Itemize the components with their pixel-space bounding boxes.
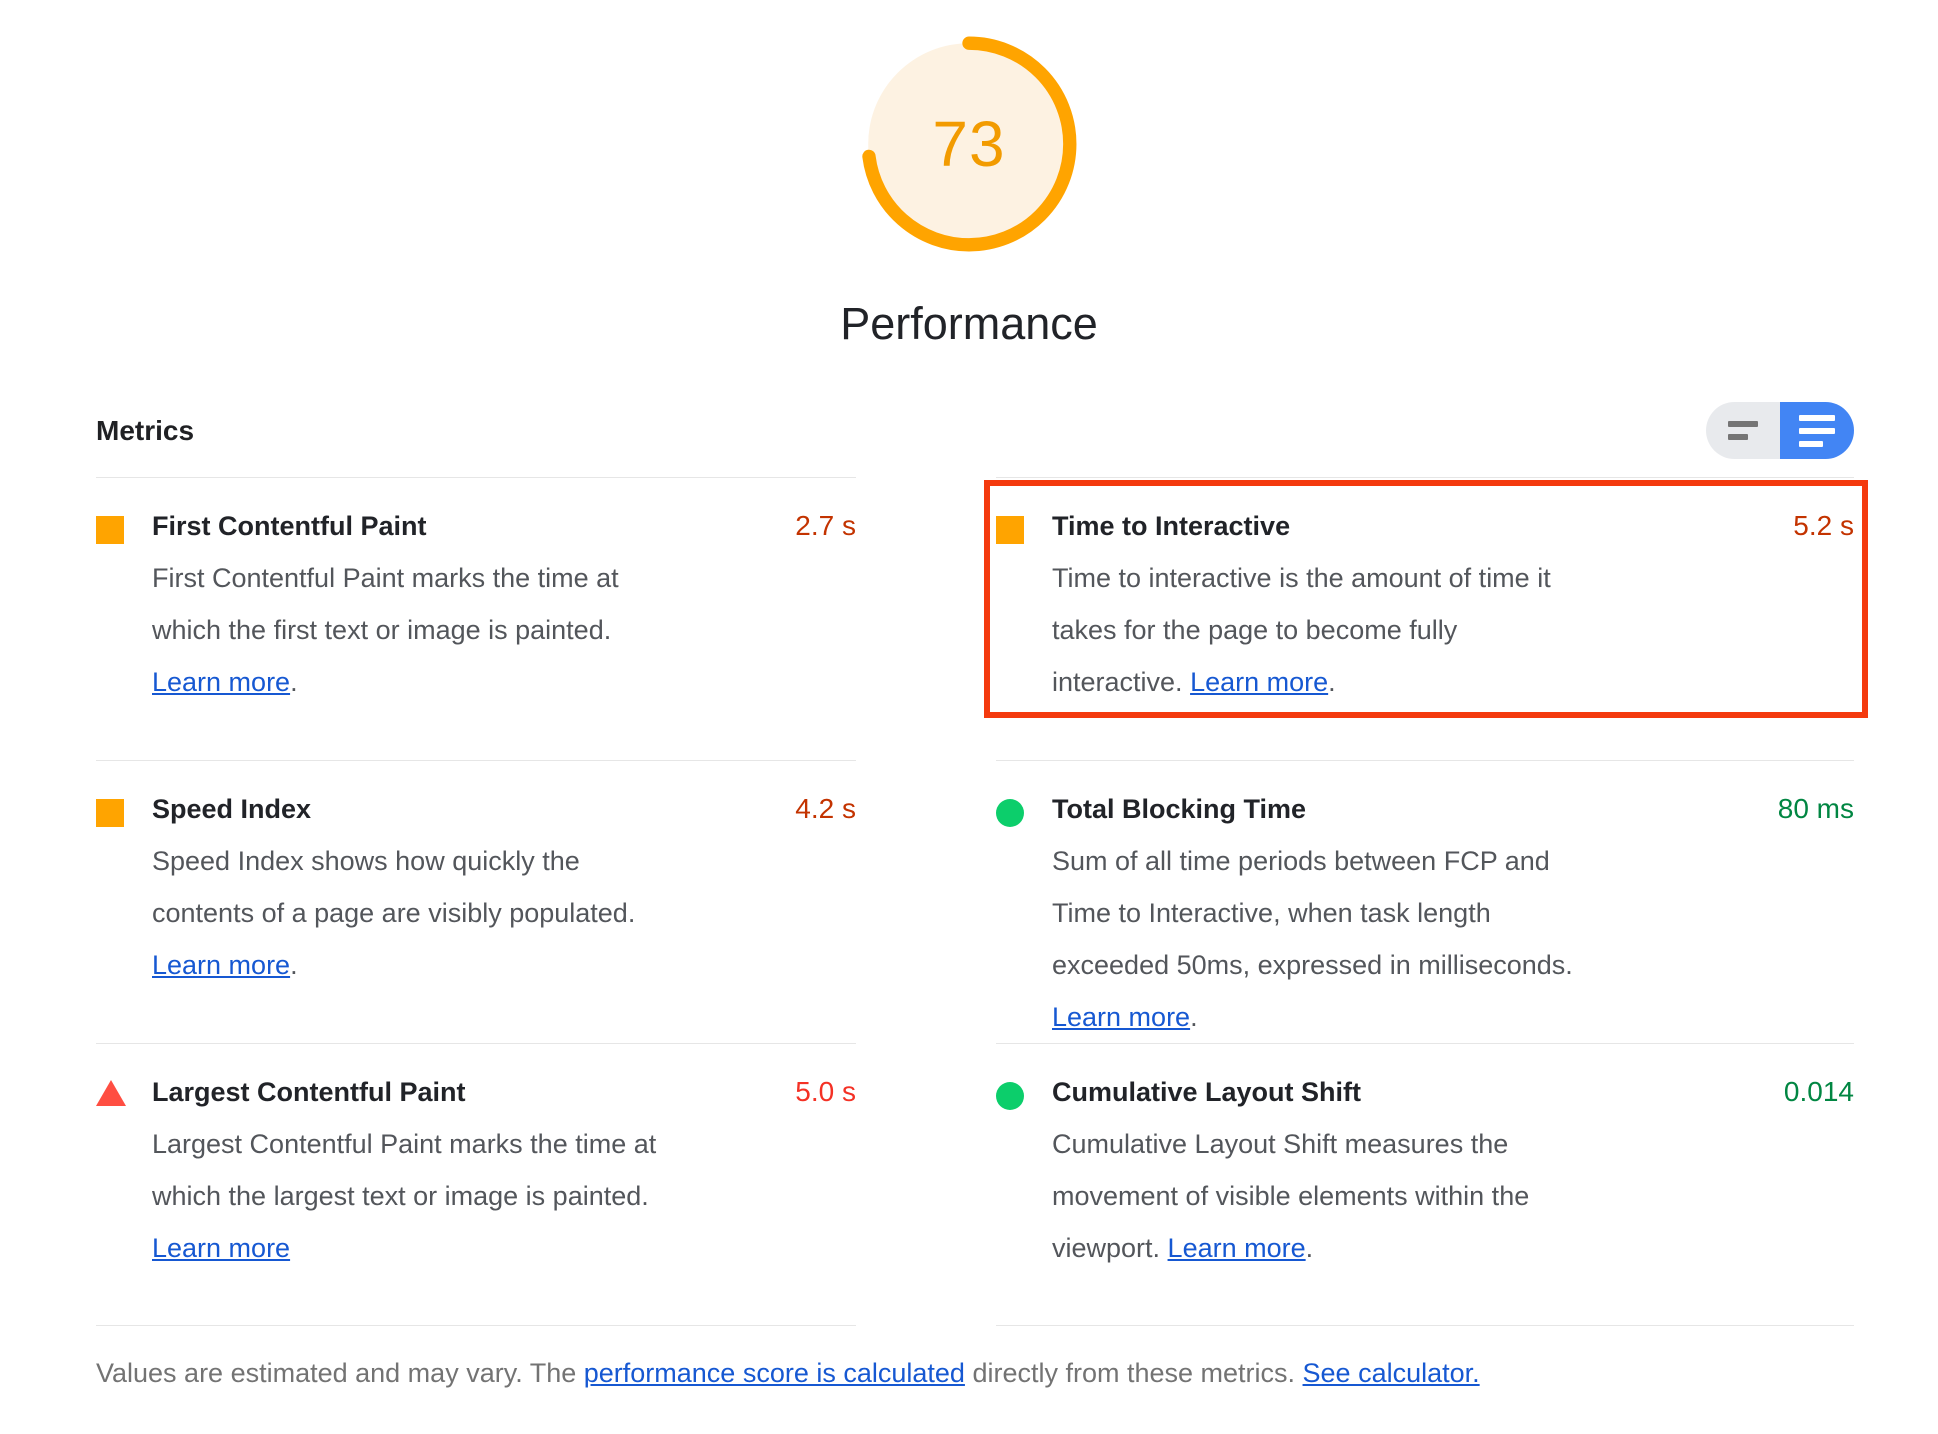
metric-score-icon (996, 799, 1024, 827)
metric-score-icon (996, 516, 1024, 544)
metric-title: Largest Contentful Paint (152, 1077, 466, 1107)
metric-description-text: Largest Contentful Paint marks the time … (152, 1129, 657, 1211)
metric-value: 5.0 s (795, 1076, 856, 1107)
learn-more-link[interactable]: Learn more (1052, 1002, 1191, 1032)
metric-description: Cumulative Layout Shift measures the mov… (1052, 1118, 1692, 1274)
footer-note: Values are estimated and may vary. The p… (96, 1326, 1854, 1389)
metrics-header: Metrics (96, 402, 1854, 459)
metric-description: First Contentful Paint marks the time at… (152, 552, 792, 708)
learn-more-link[interactable]: Learn more (152, 667, 291, 697)
metric-title: Speed Index (152, 794, 312, 824)
metric-score-icon (996, 1082, 1024, 1110)
metric-score-icon (96, 1080, 126, 1106)
gauge-fill-circle (868, 43, 1070, 245)
toggle-collapsed-view[interactable] (1706, 402, 1780, 459)
performance-calc-link[interactable]: performance score is calculated (583, 1358, 965, 1388)
learn-more-link[interactable]: Learn more (1167, 1233, 1306, 1263)
metric-description-text: . (290, 667, 298, 697)
metric-card: Total Blocking Time 80 ms Sum of all tim… (996, 760, 1854, 1043)
metrics-heading: Metrics (96, 414, 195, 446)
metric-title: Time to Interactive (1052, 511, 1291, 541)
metric-card: Speed Index 4.2 s Speed Index shows how … (96, 760, 856, 1043)
metric-description: Time to interactive is the amount of tim… (1052, 552, 1692, 708)
metric-title: Cumulative Layout Shift (1052, 1077, 1362, 1107)
metric-value: 4.2 s (795, 793, 856, 824)
metric-card: First Contentful Paint 2.7 s First Conte… (96, 477, 856, 760)
metric-description-text: . (290, 950, 298, 980)
metric-description-text: Speed Index shows how quickly the conten… (152, 846, 636, 928)
metric-score-icon (96, 516, 124, 544)
metrics-section: Metrics First Contentful Paint 2.7 s Fir… (96, 402, 1868, 1389)
metric-description-text: . (1328, 667, 1336, 697)
performance-title: Performance (840, 298, 1098, 349)
metric-description: Sum of all time periods between FCP and … (1052, 835, 1692, 1043)
see-calculator-link[interactable]: See calculator. (1302, 1358, 1480, 1388)
metric-value: 2.7 s (795, 510, 856, 541)
metric-card: Largest Contentful Paint 5.0 s Largest C… (96, 1043, 856, 1326)
footer-text: directly from these metrics. (964, 1358, 1303, 1388)
metric-description-text: First Contentful Paint marks the time at… (152, 563, 619, 645)
performance-gauge-section: 73 Performance (0, 0, 1938, 350)
metric-card: Time to Interactive 5.2 s Time to intera… (984, 477, 1868, 760)
metric-description: Speed Index shows how quickly the conten… (152, 835, 792, 991)
metric-description-text: Time to interactive is the amount of tim… (1052, 563, 1551, 697)
footer-text: Values are estimated and may vary. The (96, 1358, 584, 1388)
metric-description-text: Cumulative Layout Shift measures the mov… (1052, 1129, 1530, 1263)
metric-description-text: Sum of all time periods between FCP and … (1052, 846, 1573, 980)
collapsed-view-icon (1728, 421, 1758, 440)
metrics-grid: First Contentful Paint 2.7 s First Conte… (96, 477, 1868, 1326)
gauge-arc-graphic (861, 36, 1077, 252)
toggle-expanded-view[interactable] (1780, 402, 1854, 459)
metric-card: Cumulative Layout Shift 0.014 Cumulative… (996, 1043, 1854, 1326)
metric-description: Largest Contentful Paint marks the time … (152, 1118, 792, 1274)
learn-more-link[interactable]: Learn more (152, 1233, 291, 1263)
performance-score-gauge[interactable]: 73 (861, 36, 1077, 252)
performance-score-value: 73 (932, 108, 1006, 180)
view-toggle[interactable] (1706, 402, 1854, 459)
metric-title: First Contentful Paint (152, 511, 427, 541)
learn-more-link[interactable]: Learn more (152, 950, 291, 980)
expanded-view-icon (1799, 414, 1835, 447)
metric-score-icon (96, 799, 124, 827)
metric-title: Total Blocking Time (1052, 794, 1307, 824)
learn-more-link[interactable]: Learn more (1190, 667, 1329, 697)
metric-description-text: . (1305, 1233, 1314, 1263)
metric-description-text: . (1190, 1002, 1198, 1032)
metric-value: 0.014 (1783, 1076, 1854, 1107)
gauge-arc (861, 36, 1077, 252)
metric-value: 80 ms (1777, 793, 1854, 824)
metric-value: 5.2 s (1793, 510, 1854, 541)
